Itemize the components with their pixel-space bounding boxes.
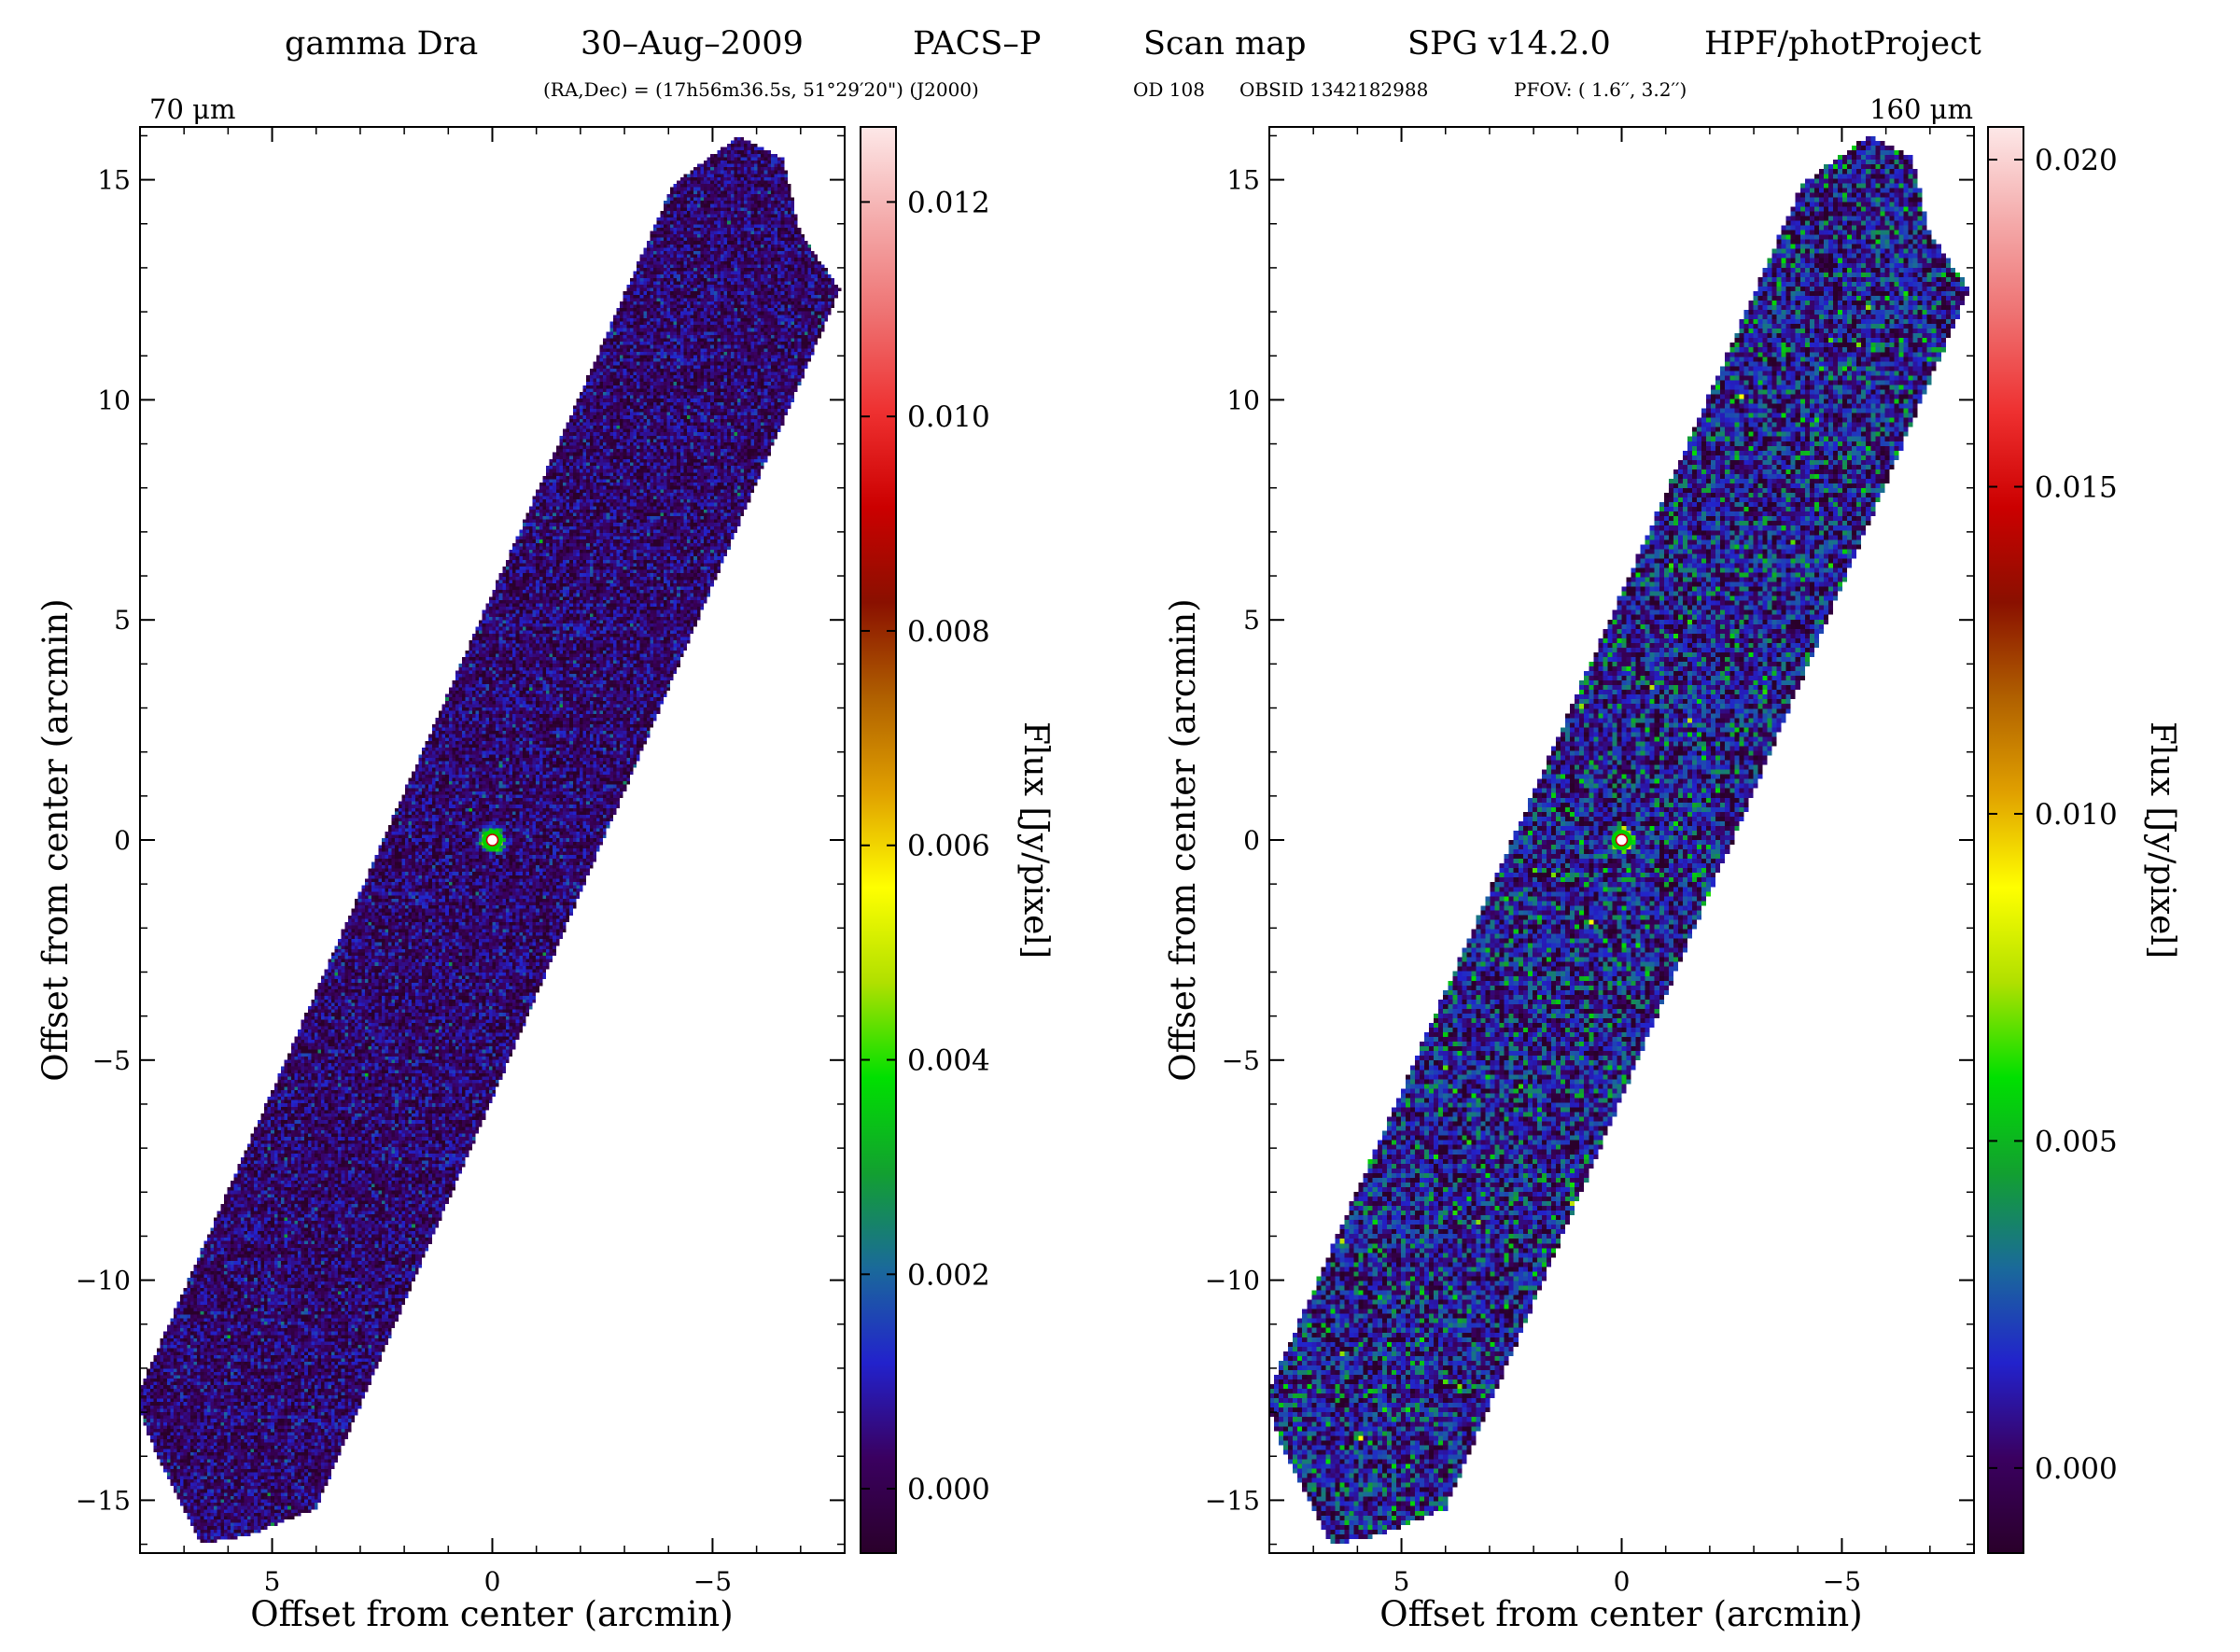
- x-tick-label: 0: [484, 1566, 501, 1597]
- colorbar-ticks-70um: 0.000 0.002 0.004 0.006 0.008 0.010 0.012: [861, 186, 990, 1506]
- colorbar-tick-label: 0.010: [2035, 798, 2118, 832]
- header-instrument: PACS–P: [913, 25, 1041, 63]
- x-tick-label: −5: [1823, 1566, 1861, 1597]
- colorbar-tick-label: 0.015: [2035, 471, 2118, 505]
- panel-160um: 160 μm 15 10 5 0 −5 −10 −15 5 0 −5 Offset from c…: [1163, 93, 2181, 1634]
- y-tick-label: −5: [92, 1045, 131, 1076]
- colorbar-tick-label: 0.000: [2035, 1452, 2118, 1486]
- header-coords: (RA,Dec) = (17h56m36.5s, 51°29′20") (J20…: [543, 78, 979, 101]
- colorbar-tick-label: 0.010: [907, 400, 990, 434]
- x-ticks-70um: 5 0 −5: [183, 127, 802, 1597]
- y-tick-label: 15: [97, 165, 131, 196]
- x-tick-label: 0: [1614, 1566, 1631, 1597]
- x-tick-label: −5: [693, 1566, 732, 1597]
- y-axis-label-160um: Offset from center (arcmin): [1163, 598, 1203, 1081]
- panel-70um: 70 μm 15 10 5 0 −5 −10 −15 5 0 −5 Offset from ce…: [35, 93, 1055, 1634]
- source-peak-160um: [1615, 833, 1629, 847]
- header-pipeline: SPG v14.2.0: [1407, 25, 1611, 63]
- y-tick-label: 0: [114, 825, 131, 856]
- y-tick-label: −15: [1205, 1485, 1260, 1516]
- header-pfov: PFOV: ( 1.6′′, 3.2′′): [1514, 78, 1687, 101]
- colorbar-tick-label: 0.004: [907, 1044, 990, 1078]
- y-tick-label: 5: [114, 605, 131, 636]
- colorbar-ticks-160um: 0.000 0.005 0.010 0.015 0.020: [1988, 144, 2118, 1486]
- colorbar-70um: [860, 126, 897, 1554]
- x-ticks-160um: 5 0 −5: [1312, 127, 1931, 1597]
- y-tick-label: 5: [1243, 605, 1260, 636]
- header-processing: HPF/photProject: [1704, 25, 1981, 63]
- y-tick-label: 15: [1226, 165, 1260, 196]
- header-obsid: OBSID 1342182988: [1239, 78, 1428, 101]
- colorbar-label-160um: Flux [Jy/pixel]: [2143, 721, 2181, 959]
- colorbar-160um: [1987, 126, 2024, 1554]
- source-marker-160um: [1611, 830, 1632, 850]
- colorbar-tick-label: 0.008: [907, 615, 990, 649]
- y-tick-label: 0: [1243, 825, 1260, 856]
- y-ticks-70um: 15 10 5 0 −5 −10 −15: [76, 134, 845, 1546]
- y-tick-label: 10: [1226, 385, 1260, 415]
- source-peak-70um: [485, 833, 499, 847]
- y-tick-label: −10: [1205, 1266, 1260, 1296]
- source-marker-70um: [482, 830, 503, 850]
- band-label-70um: 70 μm: [149, 93, 235, 125]
- y-tick-label: 10: [97, 385, 131, 415]
- colorbar-tick-label: 0.005: [2035, 1125, 2118, 1158]
- header-target: gamma Dra: [285, 25, 478, 63]
- colorbar-tick-label: 0.002: [907, 1258, 990, 1292]
- y-tick-label: −10: [76, 1266, 131, 1296]
- header-date: 30–Aug–2009: [581, 25, 804, 63]
- header-od: OD 108: [1133, 78, 1205, 101]
- x-tick-label: 5: [264, 1566, 281, 1597]
- colorbar-tick-label: 0.020: [2035, 144, 2118, 177]
- x-axis-label-160um: Offset from center (arcmin): [1379, 1594, 1862, 1634]
- y-ticks-160um: 15 10 5 0 −5 −10 −15: [1205, 134, 1974, 1546]
- x-tick-label: 5: [1393, 1566, 1410, 1597]
- colorbar-tick-label: 0.012: [907, 186, 990, 219]
- header-mode: Scan map: [1143, 25, 1307, 63]
- colorbar-tick-label: 0.006: [907, 830, 990, 863]
- y-tick-label: −15: [76, 1485, 131, 1516]
- x-axis-label-70um: Offset from center (arcmin): [250, 1594, 733, 1634]
- colorbar-label-70um: Flux [Jy/pixel]: [1016, 721, 1055, 959]
- y-axis-label-70um: Offset from center (arcmin): [35, 598, 76, 1081]
- colorbar-tick-label: 0.000: [907, 1473, 990, 1506]
- band-label-160um: 160 μm: [1869, 93, 1973, 125]
- y-tick-label: −5: [1222, 1045, 1260, 1076]
